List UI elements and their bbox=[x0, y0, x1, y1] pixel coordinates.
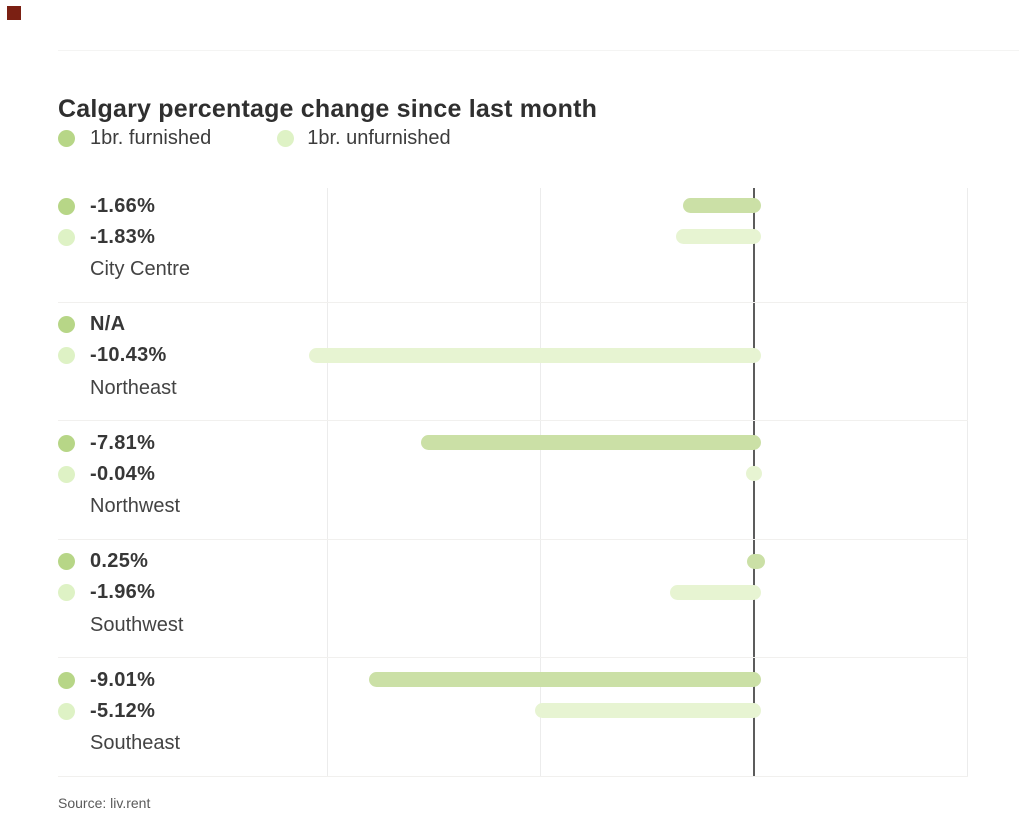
legend-item-unfurnished: 1br. unfurnished bbox=[277, 126, 451, 150]
unfurnished-dot-icon bbox=[58, 702, 75, 720]
chart-row-city-centre: -1.66% -1.83% City Centre bbox=[58, 184, 968, 303]
legend-item-furnished: 1br. furnished bbox=[58, 127, 211, 150]
furnished-value-label: -1.66% bbox=[90, 194, 156, 217]
furnished-legend-label: 1br. furnished bbox=[90, 126, 212, 149]
unfurnished-bar bbox=[675, 229, 761, 244]
row-value-line: -5.12% bbox=[58, 699, 155, 723]
row-value-line: -1.66% bbox=[58, 194, 155, 218]
region-label: Northwest bbox=[90, 495, 181, 518]
unfurnished-value-label: -0.04% bbox=[90, 462, 156, 485]
furnished-bar bbox=[420, 435, 761, 451]
unfurnished-dot-icon bbox=[58, 228, 75, 246]
row-value-line: -1.96% bbox=[58, 581, 155, 605]
furnished-value-label: -7.81% bbox=[90, 431, 156, 454]
unfurnished-value-label: -5.12% bbox=[90, 699, 156, 722]
furnished-value-label: N/A bbox=[90, 313, 126, 336]
unfurnished-bar bbox=[746, 466, 762, 482]
vertical-gridline bbox=[326, 188, 328, 777]
furnished-dot-icon bbox=[58, 553, 75, 571]
unfurnished-legend-label: 1br. unfurnished bbox=[307, 126, 451, 149]
unfurnished-dot-icon bbox=[58, 584, 75, 602]
row-value-line: -0.04% bbox=[58, 462, 155, 486]
zero-axis-line bbox=[753, 188, 755, 777]
row-value-line: -1.83% bbox=[58, 225, 155, 249]
furnished-bar bbox=[369, 672, 761, 688]
furnished-bar bbox=[683, 198, 761, 213]
vertical-gridline bbox=[540, 188, 541, 777]
row-value-line: N/A bbox=[58, 313, 125, 337]
row-value-line: 0.25% bbox=[58, 550, 148, 574]
chart-row-northwest: -7.81% -0.04% Northwest bbox=[58, 421, 968, 540]
region-label: Southwest bbox=[90, 613, 184, 636]
row-value-line: -7.81% bbox=[58, 431, 155, 455]
region-label: City Centre bbox=[90, 258, 191, 280]
chart-row-northeast: N/A -10.43% Northeast bbox=[58, 303, 968, 422]
furnished-value-label: 0.25% bbox=[90, 550, 149, 573]
chart-row-southwest: 0.25% -1.96% Southwest bbox=[58, 540, 968, 659]
unfurnished-dot-icon bbox=[58, 465, 75, 483]
top-divider-line bbox=[58, 50, 1019, 51]
corner-brand-mark bbox=[7, 6, 21, 20]
furnished-dot-icon bbox=[58, 316, 75, 334]
furnished-dot-icon bbox=[58, 197, 75, 215]
chart-legend: 1br. furnished 1br. unfurnished bbox=[58, 127, 517, 149]
unfurnished-value-label: -10.43% bbox=[90, 344, 167, 367]
unfurnished-legend-dot-icon bbox=[277, 129, 295, 147]
chart-title: Calgary percentage change since last mon… bbox=[58, 94, 598, 123]
vertical-gridline bbox=[967, 188, 968, 777]
furnished-value-label: -9.01% bbox=[90, 668, 156, 691]
unfurnished-value-label: -1.83% bbox=[90, 225, 156, 248]
unfurnished-bar bbox=[308, 347, 761, 363]
unfurnished-value-label: -1.96% bbox=[90, 581, 156, 604]
source-note: Source: liv.rent bbox=[58, 795, 151, 811]
unfurnished-dot-icon bbox=[58, 347, 75, 365]
unfurnished-bar bbox=[670, 584, 761, 600]
region-label: Southeast bbox=[90, 732, 181, 755]
chart-row-southeast: -9.01% -5.12% Southeast bbox=[58, 658, 968, 777]
row-value-line: -10.43% bbox=[58, 344, 167, 368]
plot-area: -1.66% -1.83% City Centre N/A -10.43% Northea… bbox=[58, 184, 968, 777]
furnished-dot-icon bbox=[58, 671, 75, 689]
region-label: Northeast bbox=[90, 376, 177, 399]
unfurnished-bar bbox=[535, 703, 761, 719]
furnished-dot-icon bbox=[58, 434, 75, 452]
furnished-bar bbox=[747, 553, 765, 569]
furnished-legend-dot-icon bbox=[58, 129, 75, 147]
row-value-line: -9.01% bbox=[58, 668, 155, 692]
